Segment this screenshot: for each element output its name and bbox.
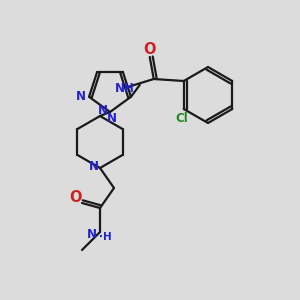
Text: O: O (143, 41, 156, 56)
Text: N: N (76, 90, 86, 103)
Text: N: N (98, 103, 108, 116)
Text: N: N (89, 160, 99, 172)
Text: N: N (87, 227, 97, 241)
Text: Cl: Cl (176, 112, 188, 124)
Text: NH: NH (115, 82, 135, 95)
Text: N: N (107, 112, 117, 125)
Text: ·H: ·H (99, 232, 111, 242)
Text: O: O (69, 190, 81, 206)
